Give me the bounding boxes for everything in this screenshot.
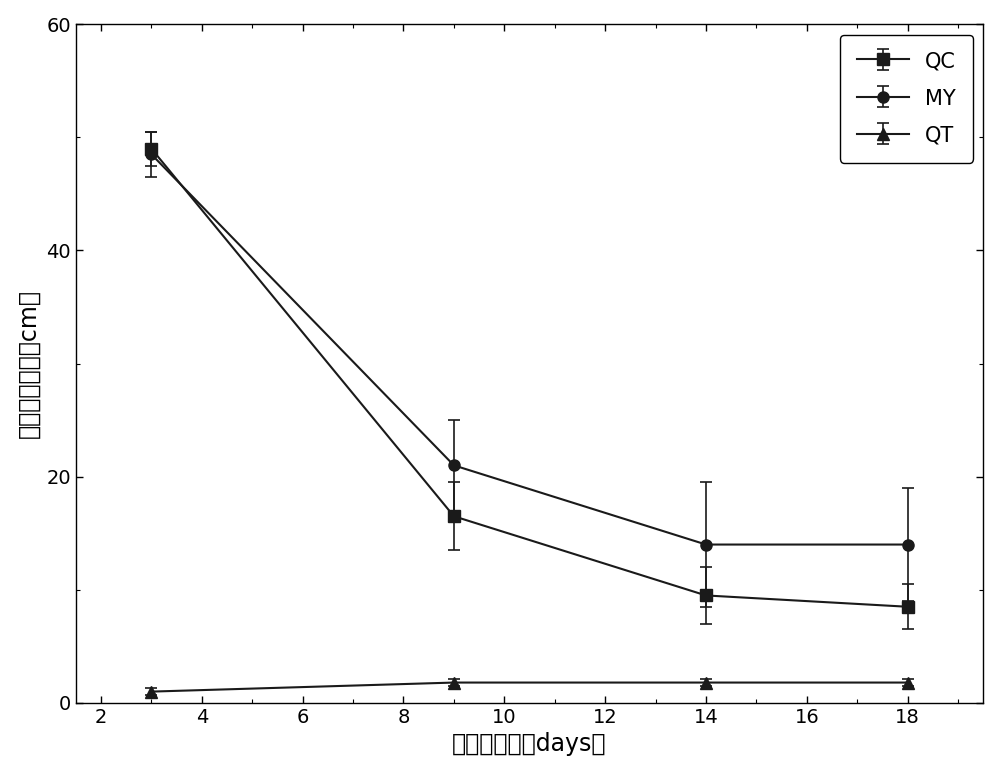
- X-axis label: 处理后天数（days）: 处理后天数（days）: [452, 732, 607, 756]
- Y-axis label: 尾菜堆体厚度（cm）: 尾菜堆体厚度（cm）: [17, 289, 41, 438]
- Legend: QC, MY, QT: QC, MY, QT: [840, 35, 973, 162]
